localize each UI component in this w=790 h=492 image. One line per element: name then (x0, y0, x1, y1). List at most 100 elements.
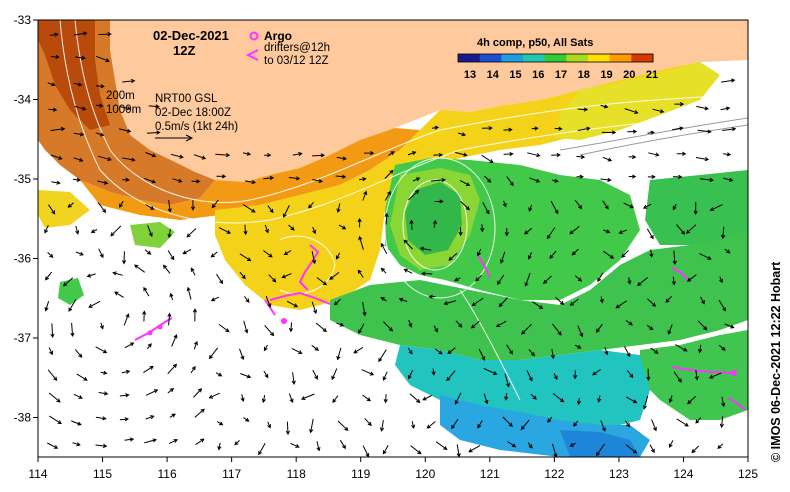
current-arrow (468, 445, 481, 453)
current-arrow (675, 344, 688, 352)
current-arrow (697, 320, 708, 331)
current-arrow (70, 322, 75, 338)
x-tick-label: 122 (544, 467, 564, 481)
current-arrow (169, 413, 176, 418)
colorbar-tick-label: 16 (532, 69, 544, 81)
x-axis: 114 115 116 117 118 119 120 121 122 123 124 125 (28, 457, 758, 481)
current-arrow (50, 323, 55, 339)
current-arrow (685, 224, 697, 234)
current-arrow (332, 395, 339, 404)
current-arrow (261, 395, 266, 404)
current-arrow (724, 248, 731, 254)
current-arrow (478, 348, 486, 361)
current-arrow (499, 251, 506, 264)
current-arrow (693, 201, 698, 216)
colorbar-tick-label: 18 (578, 69, 590, 81)
current-arrow (527, 252, 533, 260)
current-arrow (646, 228, 654, 240)
current-arrow (720, 226, 726, 240)
colorbar-swatch (523, 54, 546, 62)
current-arrow (551, 152, 561, 158)
current-arrow (569, 298, 579, 306)
y-tick-label: -34 (14, 93, 32, 107)
current-arrow (719, 276, 723, 284)
current-arrow (708, 372, 722, 379)
current-arrow (167, 363, 178, 375)
current-arrow (75, 251, 84, 256)
current-arrow (615, 300, 627, 309)
current-arrow (447, 347, 456, 355)
current-arrow (168, 439, 179, 445)
current-arrow (569, 442, 576, 447)
current-arrow (145, 415, 155, 420)
current-arrow (647, 298, 657, 307)
scale-arrow-icon (155, 134, 194, 142)
current-arrow (407, 151, 417, 156)
current-arrow (601, 130, 617, 135)
argo-markers (147, 318, 737, 376)
current-arrow (409, 219, 414, 230)
current-arrow (550, 349, 555, 360)
current-arrow (691, 445, 700, 454)
current-arrow (291, 372, 296, 386)
current-arrow (380, 242, 388, 255)
current-arrow (504, 393, 509, 401)
current-arrow (49, 415, 62, 425)
current-arrow (216, 421, 224, 426)
current-arrow (364, 150, 375, 156)
colorbar-tick-label: 19 (600, 69, 612, 81)
current-arrow (143, 365, 154, 374)
current-arrow (676, 418, 689, 427)
current-arrow (718, 344, 726, 351)
current-arrow (636, 277, 648, 287)
depth-1000m-label: 1000m (106, 104, 141, 116)
current-arrow (410, 445, 422, 455)
current-arrow (264, 153, 272, 158)
x-tick-label: 118 (287, 467, 306, 481)
colorbar-tick-label: 13 (464, 69, 476, 81)
current-arrow (573, 370, 578, 380)
current-arrow (546, 227, 556, 240)
current-arrow (428, 294, 436, 299)
current-arrow (190, 267, 196, 276)
current-arrow (602, 156, 613, 162)
current-arrow (649, 444, 655, 454)
current-arrow (384, 190, 391, 201)
current-arrow (600, 177, 612, 182)
current-arrow (527, 152, 541, 158)
current-arrow (668, 395, 673, 404)
current-arrow (268, 274, 277, 283)
current-arrow (311, 344, 320, 351)
current-arrow (336, 347, 342, 361)
current-arrow (672, 126, 684, 131)
sst-west-yellow-patch (38, 190, 90, 228)
current-arrow (216, 174, 227, 179)
y-tick-label: -38 (14, 411, 32, 425)
colorbar-title: 4h comp, p50, All Sats (477, 37, 593, 49)
current-arrow (521, 323, 532, 335)
current-arrow (600, 420, 606, 432)
current-arrow (459, 180, 471, 186)
current-arrow (308, 201, 314, 209)
current-arrow (337, 420, 349, 432)
current-arrow (595, 323, 603, 333)
current-arrow (234, 440, 240, 446)
current-arrow (239, 348, 245, 361)
current-arrow (208, 347, 219, 360)
current-arrow (312, 153, 326, 158)
current-arrow (312, 369, 318, 380)
current-arrow (431, 368, 436, 376)
current-arrow (480, 224, 485, 233)
current-arrow (384, 169, 394, 179)
sst-orange-band (80, 128, 420, 220)
current-arrow (264, 325, 275, 337)
current-arrow (144, 249, 152, 255)
current-arrow (647, 174, 656, 180)
current-arrow (552, 323, 562, 336)
current-arrow (143, 286, 150, 297)
current-arrow (193, 154, 207, 160)
current-arrow (720, 106, 731, 111)
current-vectors (44, 31, 737, 457)
current-arrow (597, 395, 602, 403)
current-arrow (483, 393, 489, 405)
